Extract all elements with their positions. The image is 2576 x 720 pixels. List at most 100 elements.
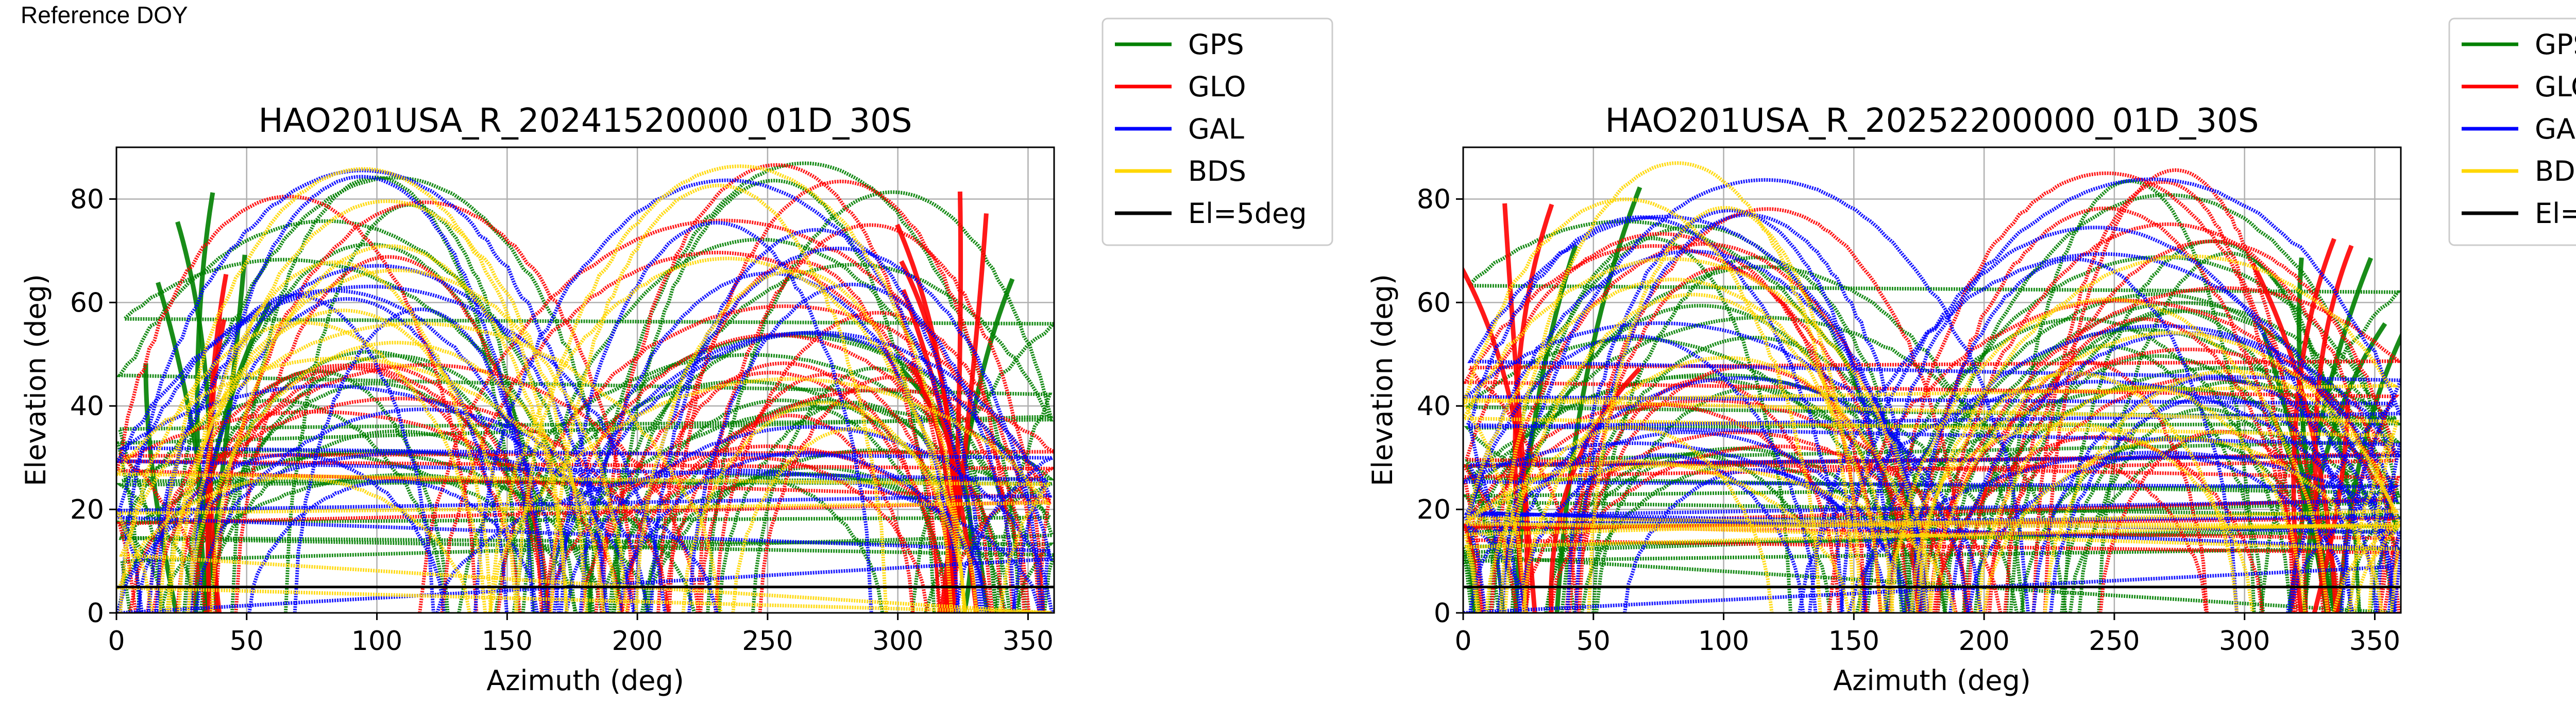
y-tick-label: 60 [70, 287, 104, 318]
satellite-track [234, 255, 544, 613]
satellite-track [117, 330, 1053, 613]
satellite-track [1463, 380, 2395, 613]
satellite-track [116, 451, 719, 613]
satellite-track [612, 398, 950, 613]
y-tick-label: 80 [70, 184, 104, 215]
satellite-track [1517, 453, 1805, 613]
satellite-track [1463, 239, 2399, 613]
chart-title: HAO201USA_R_20241520000_01D_30S [259, 102, 912, 140]
x-tick-label: 250 [742, 626, 793, 657]
x-axis-label: Azimuth (deg) [1833, 664, 2031, 697]
satellite-track [1587, 205, 1863, 613]
satellite-track [213, 200, 637, 613]
satellite-track [145, 363, 547, 613]
legend-label: GLO [2535, 71, 2576, 103]
satellite-track [1467, 177, 2401, 613]
satellite-track [514, 164, 966, 613]
satellite-track [116, 284, 1050, 613]
satellite-track [1932, 457, 2208, 613]
legend-label: BDS [1188, 155, 1246, 187]
satellite-track [1573, 213, 1922, 613]
satellite-track [2302, 322, 2387, 613]
satellite-track [1463, 459, 2401, 613]
legend-label: El=5deg [1188, 197, 1307, 230]
legend-box [1101, 18, 1333, 246]
satellite-track [189, 175, 535, 613]
satellite-track [1467, 214, 2401, 613]
satellite-track [488, 256, 968, 613]
satellite-track [209, 244, 569, 613]
satellite-track [120, 331, 1053, 613]
legend-label: GPS [2535, 28, 2576, 61]
satellite-track [1565, 209, 1894, 613]
legend: GPS GLO GAL BDS El=5deg [2448, 18, 2576, 246]
satellite-track [751, 366, 998, 613]
satellite-track [1889, 297, 2330, 613]
x-tick-label: 100 [351, 626, 402, 657]
satellite-track [117, 304, 1052, 613]
series-bds [1463, 161, 2401, 613]
satellite-track [632, 246, 1044, 613]
satellite-track [585, 331, 1028, 613]
satellite-track [440, 250, 995, 613]
satellite-track [2043, 168, 2308, 613]
legend: GPS GLO GAL BDS El=5deg [1101, 18, 1333, 246]
x-axis-label: Azimuth (deg) [486, 664, 684, 697]
y-tick-label: 40 [1417, 391, 1451, 422]
satellite-track [1484, 425, 1774, 613]
satellite-track [667, 179, 1015, 613]
axes-frame [1462, 146, 2402, 614]
satellite-track [2049, 395, 2378, 613]
satellite-track [549, 183, 888, 613]
satellite-track [1933, 435, 2264, 613]
satellite-track [1465, 372, 2401, 613]
satellite-track [199, 382, 551, 613]
satellite-track [156, 282, 220, 613]
satellite-track [1973, 354, 2341, 613]
legend-box [2448, 18, 2576, 246]
satellite-track [155, 293, 435, 613]
x-tick-label: 150 [482, 626, 533, 657]
satellite-track [1487, 224, 1904, 613]
satellite-track [649, 228, 985, 613]
satellite-track [714, 311, 1042, 613]
satellite-track [1888, 171, 2325, 613]
y-axis-label: Elevation (deg) [20, 274, 52, 486]
x-tick-label: 300 [872, 626, 923, 657]
satellite-track [1500, 178, 2030, 613]
satellite-track [1914, 206, 2297, 613]
x-tick-label: 50 [1577, 626, 1611, 657]
satellite-track [293, 307, 547, 613]
satellite-track [681, 401, 968, 613]
satellite-track [120, 258, 1054, 613]
satellite-track [908, 361, 952, 613]
x-tick-label: 350 [2349, 626, 2400, 657]
chart-title: HAO201USA_R_20252200000_01D_30S [1605, 102, 2259, 140]
satellite-track [611, 472, 1008, 613]
satellite-track [116, 356, 1052, 613]
satellite-track [473, 178, 982, 613]
y-tick-label: 40 [70, 391, 104, 422]
satellite-track [664, 414, 915, 613]
satellite-track [2005, 179, 2256, 613]
satellite-track [186, 297, 509, 613]
legend-label: GAL [2535, 113, 2576, 145]
y-tick-label: 80 [1417, 184, 1451, 215]
legend-label: El=5deg [2535, 197, 2576, 230]
axes-frame [115, 146, 1055, 614]
satellite-track [1591, 255, 1920, 613]
y-tick-label: 20 [1417, 494, 1451, 525]
satellite-track [618, 451, 989, 613]
satellite-track [1464, 334, 2401, 613]
figure-caption: Reference DOY [21, 2, 188, 28]
satellite-track [1464, 232, 2400, 613]
satellite-track [1910, 257, 2239, 613]
satellite-track [194, 407, 650, 613]
satellite-track [1521, 355, 1928, 613]
satellite-track [1463, 292, 2398, 613]
satellite-track [120, 334, 1054, 613]
satellite-track [1976, 385, 2307, 613]
satellite-track [1464, 369, 2401, 613]
satellite-track [158, 167, 569, 613]
